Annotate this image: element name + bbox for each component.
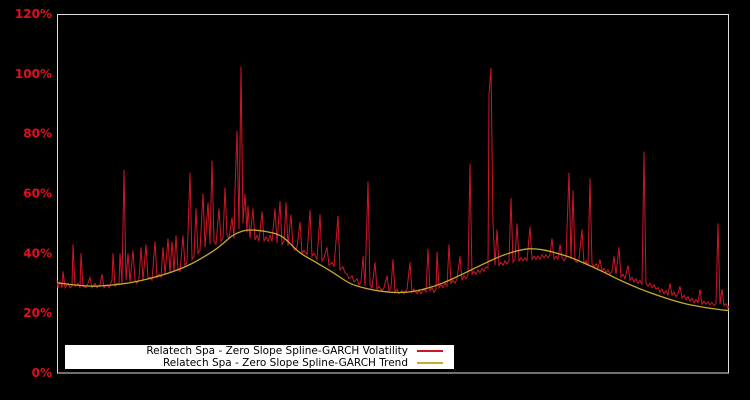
y-axis-tick-label: 120% <box>15 7 52 21</box>
y-axis-tick-label: 0% <box>32 366 52 380</box>
y-axis-tick-label: 40% <box>23 246 52 260</box>
legend-item-trend: Relatech Spa - Zero Slope Spline-GARCH T… <box>65 357 454 369</box>
trend-series-line <box>56 229 730 312</box>
y-axis-tick-labels-group: 0% 20% 40% 60% 80% 100% 120% <box>15 7 52 380</box>
y-axis-tick-label: 100% <box>15 67 52 81</box>
plot-area-border <box>57 14 729 374</box>
y-axis-tick-label: 60% <box>23 187 52 201</box>
legend-line-swatch-volatility <box>417 350 443 352</box>
y-axis-tick-label: 80% <box>23 127 52 141</box>
legend-label-volatility: Relatech Spa - Zero Slope Spline-GARCH V… <box>146 345 408 357</box>
legend: Relatech Spa - Zero Slope Spline-GARCH V… <box>65 345 454 369</box>
y-axis-tick-label: 20% <box>23 306 52 320</box>
legend-label-trend: Relatech Spa - Zero Slope Spline-GARCH T… <box>162 357 408 369</box>
legend-item-volatility: Relatech Spa - Zero Slope Spline-GARCH V… <box>65 345 454 357</box>
volatility-series-line <box>56 66 730 309</box>
legend-line-swatch-trend <box>417 362 443 364</box>
